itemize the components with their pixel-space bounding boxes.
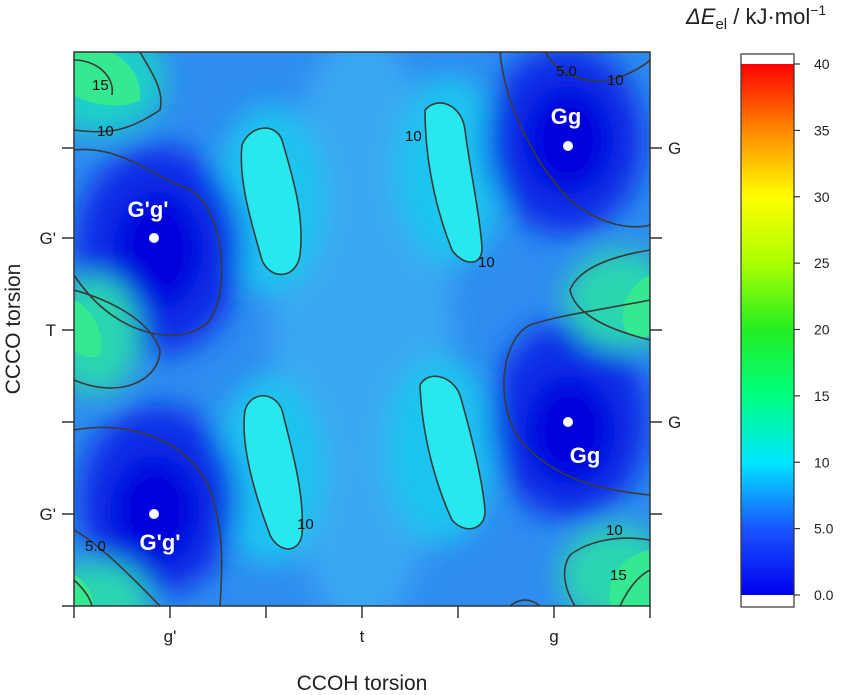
y-axis-title: CCCO torsion [2,264,25,395]
colorbar-title-sub: el [715,16,727,33]
contour-label: 15 [610,567,627,584]
minimum-label: G'g' [127,197,168,222]
colorbar-tick-label: 20 [814,322,830,338]
x-tick-label: g [549,627,558,646]
contour-label: 10 [297,516,314,533]
colorbar-tick-label: 5.0 [814,521,834,537]
minimum-label: Gg [551,104,582,129]
colorbar-bottom-cap [741,595,794,607]
contour-label: 5.0 [556,63,577,80]
minimum-label: G'g' [139,530,180,555]
colorbar: 40 35 30 25 20 15 10 5.0 0.0 ΔEel / kJ·mol−1 [685,2,834,608]
colorbar-title-sup: −1 [810,2,826,18]
minima: Gg G'g' Gg G'g' [127,104,600,555]
colorbar-tick-label: 40 [814,56,830,72]
colorbar-title: ΔEel / kJ·mol−1 [685,2,826,33]
x-axis-title: CCOH torsion [297,672,428,695]
contour-label: 10 [405,128,422,145]
y-right-tick-label: G [668,413,681,432]
colorbar-scale [741,64,794,595]
y-right-tick-label: G [668,139,681,158]
contour-surface [74,52,650,606]
contour-label: 10 [97,123,114,140]
colorbar-tick-label: 15 [814,388,830,404]
colorbar-tick-label: 10 [814,454,830,470]
contour-label: 10 [607,72,624,89]
minimum-marker [149,233,159,243]
colorbar-title-unit: / kJ·mol [727,4,810,29]
colorbar-tick-label: 30 [814,189,830,205]
minimum-marker [563,417,573,427]
minimum-marker [149,509,159,519]
contour-labels: 15 10 5.0 10 10 10 10 10 5.0 15 [85,63,627,584]
x-tick-label: g' [164,627,177,646]
colorbar-tick-label: 0.0 [814,587,834,603]
contour-label: 10 [478,254,495,271]
minimum-marker [563,141,573,151]
x-tick-label: t [360,627,365,646]
contour-label: 5.0 [85,538,106,555]
colorbar-top-cap [741,54,794,64]
y-axis-left [62,147,74,607]
colorbar-title-main: ΔE [685,4,716,29]
y-tick-label: G' [40,229,56,248]
y-axis-right [650,147,662,515]
y-tick-label: T [46,321,56,340]
colorbar-tick-label: 35 [814,122,830,138]
contour-label: 10 [606,522,623,539]
x-axis [73,606,651,618]
colorbar-tick-label: 25 [814,255,830,271]
contour-label: 15 [92,77,109,94]
y-tick-label: G' [40,505,56,524]
colorbar-frame [740,53,795,608]
minimum-label: Gg [570,443,601,468]
